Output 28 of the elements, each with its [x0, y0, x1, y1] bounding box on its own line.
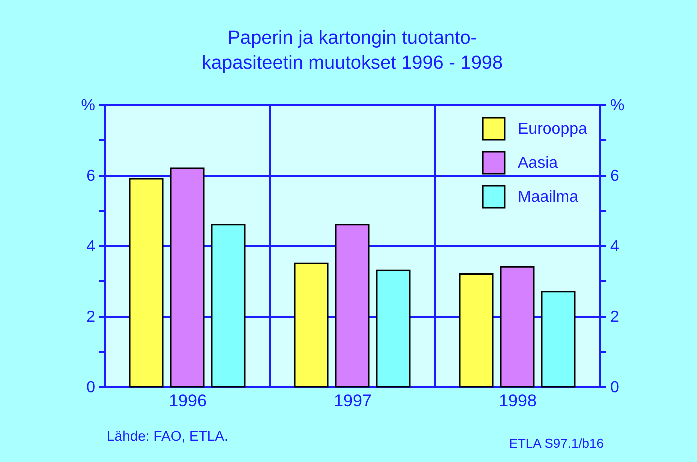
- bar: [459, 273, 494, 388]
- y-tick-label: 2: [86, 309, 96, 326]
- bar: [294, 262, 329, 388]
- legend-label: Eurooppa: [518, 121, 588, 138]
- bar: [376, 270, 411, 388]
- legend-label: Aasia: [518, 155, 558, 172]
- x-tick-label: 1996: [169, 392, 207, 410]
- bar: [211, 224, 246, 388]
- y-tick-label: 4: [86, 238, 96, 256]
- text: Lähde: FAO, ETLA.: [107, 428, 228, 444]
- bar: [170, 168, 205, 388]
- text: ETLA S97.1/b16: [509, 436, 604, 451]
- y2-tick-label: %: [610, 98, 625, 114]
- x-tick-label: 1998: [499, 392, 537, 410]
- chart-title: Paperin ja kartongin tuotanto- kapasiteetin muutokset 1996 - 1998: [202, 28, 504, 74]
- bar: [541, 291, 576, 388]
- legend-label: Maailma: [518, 189, 579, 206]
- bar: [335, 224, 370, 388]
- y-tick-label: %: [81, 98, 96, 114]
- y-tick-label: 0: [86, 380, 96, 396]
- y-tick-label: 6: [86, 168, 96, 185]
- bar: [129, 178, 164, 388]
- y2-tick-label: 4: [610, 238, 620, 256]
- x-tick-label: 1997: [334, 392, 372, 410]
- y2-tick-label: 2: [610, 309, 620, 326]
- bar: [500, 266, 535, 388]
- y2-tick-label: 0: [610, 380, 620, 396]
- y2-tick-label: 6: [610, 168, 620, 185]
